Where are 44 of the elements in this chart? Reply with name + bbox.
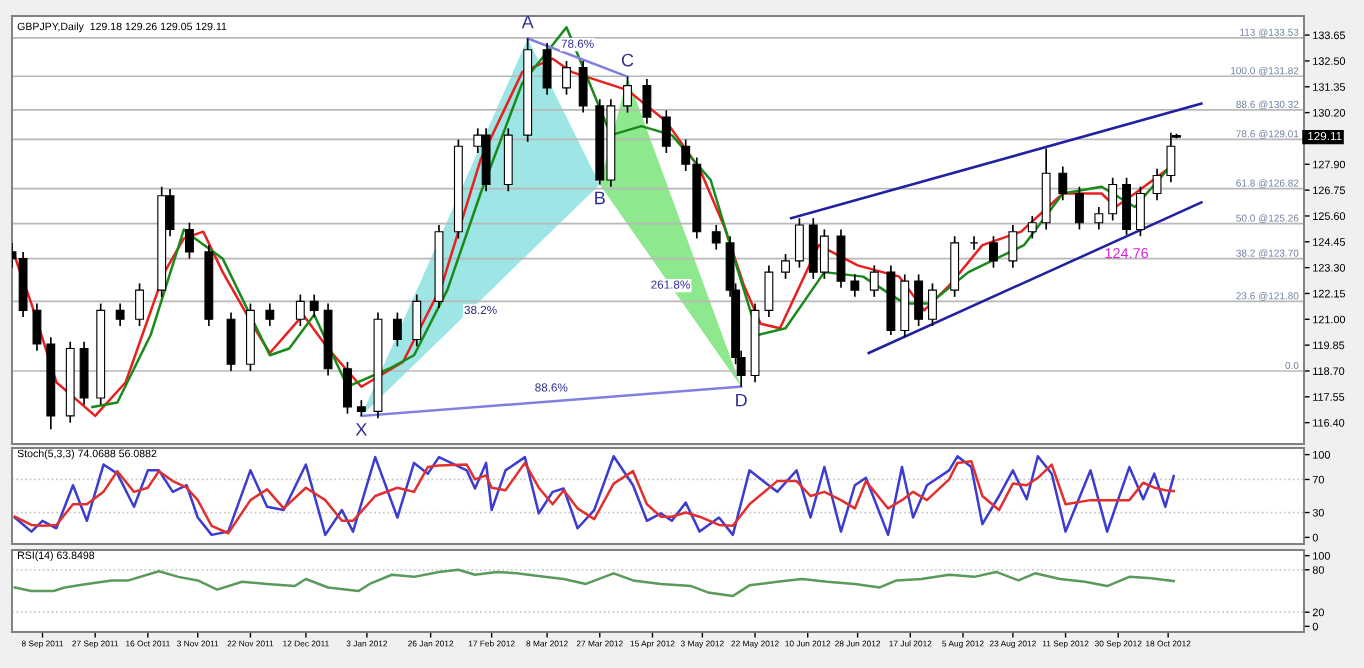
candlestick — [226, 311, 236, 372]
candlestick — [1008, 224, 1018, 269]
candlestick — [115, 302, 125, 327]
candlestick — [309, 293, 319, 318]
candlestick — [343, 361, 352, 415]
candlestick — [1058, 165, 1068, 202]
candlestick — [1074, 185, 1084, 231]
candlestick — [914, 273, 924, 327]
candlestick — [295, 293, 305, 327]
annotation: B — [595, 191, 605, 205]
candlestick — [950, 235, 960, 298]
candlestick — [623, 75, 632, 114]
candlestick — [1027, 215, 1037, 240]
candlestick — [542, 42, 552, 96]
candlestick — [412, 293, 422, 348]
candlestick — [1094, 206, 1104, 231]
candlestick — [781, 253, 790, 280]
candlestick — [989, 235, 998, 269]
candlestick — [265, 302, 275, 327]
candlestick — [1135, 185, 1145, 238]
candlestick — [562, 60, 571, 96]
annotation: D — [736, 393, 747, 407]
annotation: A — [521, 15, 534, 29]
candlestick — [711, 224, 721, 251]
candlestick — [836, 228, 846, 289]
candlestick — [1152, 167, 1162, 202]
candlestick — [135, 282, 144, 327]
candlestick — [928, 282, 937, 327]
annotation: C — [621, 53, 634, 67]
candlestick — [578, 60, 588, 114]
candlestick — [661, 109, 671, 154]
candlestick — [969, 235, 979, 251]
candlestick — [764, 264, 774, 318]
candlestick — [185, 221, 194, 260]
candlestick — [794, 217, 804, 269]
candlestick — [32, 302, 42, 352]
candlestick — [392, 311, 402, 348]
annotation: X — [355, 423, 367, 436]
candlestick — [642, 78, 652, 125]
candlestick — [1108, 176, 1118, 222]
candlestick — [1122, 176, 1131, 236]
candlestick — [850, 273, 860, 298]
candlestick — [869, 264, 879, 298]
line-series — [13, 568, 1175, 598]
